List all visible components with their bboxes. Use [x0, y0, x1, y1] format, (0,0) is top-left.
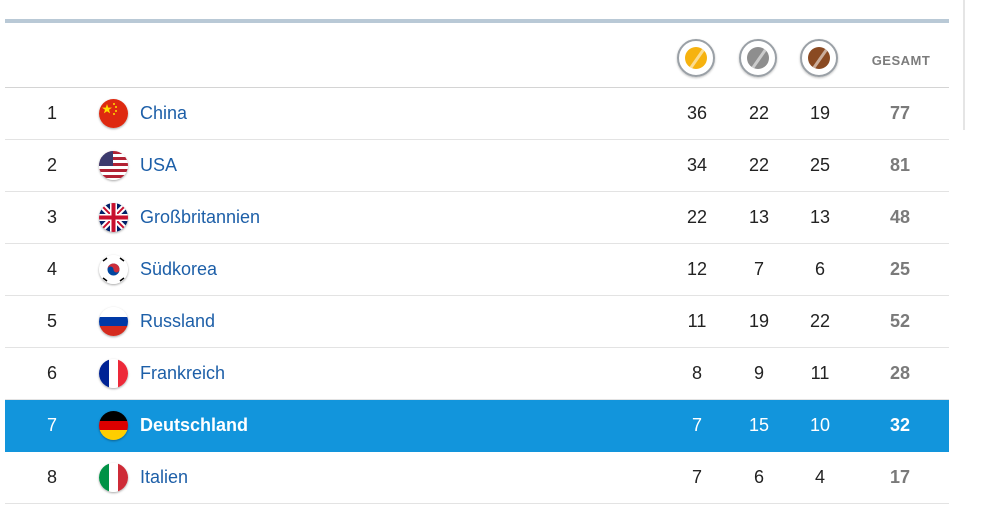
silver-count: 19 [748, 311, 770, 331]
rank-cell: 8 [46, 467, 57, 487]
rank-cell: 7 [46, 415, 57, 435]
bronze-count: 4 [814, 467, 825, 487]
total-count: 77 [889, 103, 911, 123]
gold-medal-icon[interactable] [677, 39, 715, 77]
total-count: 32 [889, 415, 911, 435]
italy-flag-icon [99, 463, 128, 492]
total-count: 52 [889, 311, 911, 331]
table-row[interactable]: 1 China 36 22 19 77 [5, 88, 949, 140]
table-row[interactable]: 3 Großbritannien 22 13 13 48 [5, 192, 949, 244]
country-link[interactable]: Südkorea [140, 259, 218, 279]
silver-count: 22 [748, 155, 770, 175]
country-link[interactable]: USA [140, 155, 178, 175]
table-header: GESAMT [5, 23, 949, 88]
gold-count: 11 [687, 311, 707, 331]
bronze-count: 25 [809, 155, 831, 175]
bronze-count: 13 [809, 207, 831, 227]
south-korea-flag-icon [99, 255, 128, 284]
gold-count: 22 [686, 207, 708, 227]
rank-cell: 2 [46, 155, 57, 175]
table-row[interactable]: 5 Russland 11 19 22 52 [5, 296, 949, 348]
right-divider [963, 0, 965, 130]
china-flag-icon [99, 99, 128, 128]
silver-count: 13 [748, 207, 770, 227]
total-count: 28 [889, 363, 911, 383]
total-count: 48 [889, 207, 911, 227]
rank-cell: 1 [46, 103, 57, 123]
usa-flag-icon [99, 151, 128, 180]
rank-cell: 4 [46, 259, 57, 279]
gold-count: 7 [691, 467, 702, 487]
gold-count: 12 [686, 259, 708, 279]
silver-count: 7 [753, 259, 764, 279]
russia-flag-icon [99, 307, 128, 336]
medal-table: GESAMT 1 China 36 22 19 77 2 USA 34 22 2… [5, 23, 949, 504]
gold-count: 8 [691, 363, 702, 383]
silver-count: 15 [748, 415, 770, 435]
gold-count: 36 [686, 103, 708, 123]
france-flag-icon [99, 359, 128, 388]
total-count: 81 [889, 155, 911, 175]
table-row[interactable]: 8 Italien 7 6 4 17 [5, 452, 949, 504]
rank-cell: 3 [46, 207, 57, 227]
country-link[interactable]: Frankreich [140, 363, 226, 383]
top-divider [5, 19, 949, 23]
table-row[interactable]: 4 Südkorea 12 7 6 25 [5, 244, 949, 296]
bronze-count: 10 [809, 415, 831, 435]
table-row-selected[interactable]: 7 Deutschland 7 15 10 32 [5, 400, 949, 452]
bronze-count: 6 [814, 259, 825, 279]
total-column-header[interactable]: GESAMT [871, 53, 931, 68]
gold-count: 34 [686, 155, 708, 175]
silver-count: 22 [748, 103, 770, 123]
bronze-count: 11 [810, 363, 830, 383]
country-link[interactable]: Italien [140, 467, 189, 487]
bronze-count: 19 [809, 103, 831, 123]
gold-count: 7 [691, 415, 702, 435]
table-row[interactable]: 6 Frankreich 8 9 11 28 [5, 348, 949, 400]
silver-medal-icon[interactable] [739, 39, 777, 77]
country-link[interactable]: Großbritannien [140, 207, 261, 227]
silver-count: 9 [753, 363, 764, 383]
country-link[interactable]: Russland [140, 311, 216, 331]
country-link[interactable]: Deutschland [140, 415, 249, 435]
table-row[interactable]: 2 USA 34 22 25 81 [5, 140, 949, 192]
rank-cell: 6 [46, 363, 57, 383]
bronze-medal-icon[interactable] [800, 39, 838, 77]
bronze-count: 22 [809, 311, 831, 331]
germany-flag-icon [99, 411, 128, 440]
total-count: 25 [889, 259, 911, 279]
uk-flag-icon [99, 203, 128, 232]
total-count: 17 [889, 467, 911, 487]
rank-cell: 5 [46, 311, 57, 331]
country-link[interactable]: China [140, 103, 188, 123]
silver-count: 6 [753, 467, 764, 487]
